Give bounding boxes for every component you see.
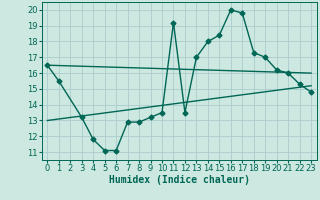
X-axis label: Humidex (Indice chaleur): Humidex (Indice chaleur) [109,175,250,185]
